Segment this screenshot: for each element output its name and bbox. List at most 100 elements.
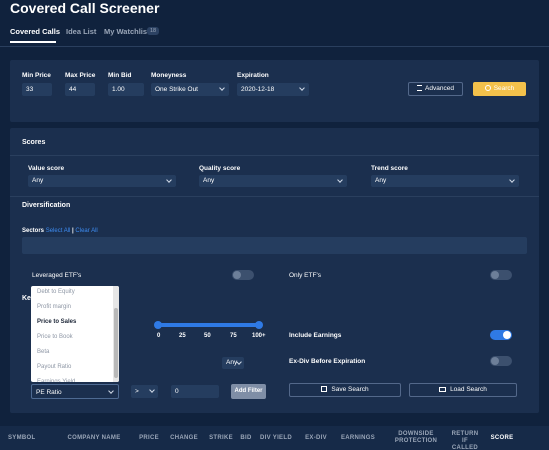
slider-handle[interactable]	[255, 321, 263, 329]
link[interactable]: Clear All	[75, 228, 98, 234]
advanced-button[interactable]: Advanced	[408, 82, 463, 96]
chevron	[219, 85, 225, 91]
select-value: Any	[32, 177, 44, 184]
toggle[interactable]	[232, 270, 254, 280]
page-title: Covered Call Screener	[10, 0, 160, 16]
column-header[interactable]: EX-DIV	[305, 435, 327, 441]
column-header[interactable]: SYMBOL	[8, 435, 36, 441]
field-label: Expiration	[237, 72, 269, 79]
slider-label: 25	[179, 333, 186, 339]
select-value: 2020-12-18	[241, 86, 275, 93]
slider-track	[158, 323, 259, 327]
field-label: Value score	[28, 165, 65, 172]
divider	[0, 46, 549, 47]
operator-select[interactable]: >	[131, 385, 158, 398]
select[interactable]: Any	[28, 175, 176, 187]
column-header[interactable]: DIV YIELD	[260, 435, 292, 441]
tab[interactable]: Covered Calls	[10, 27, 61, 36]
field-label: Max Price	[65, 72, 96, 79]
button-label: Search	[493, 85, 515, 92]
toggle-label: Ex-Div Before Expiration	[289, 358, 366, 365]
dropdown-item[interactable]: Profit margin	[37, 304, 72, 310]
select[interactable]: 2020-12-18	[237, 83, 309, 96]
sectors-row: Sectors Select All | Clear All	[22, 228, 98, 234]
chevron	[299, 85, 305, 91]
toggle-label: Leveraged ETF's	[32, 272, 82, 279]
link[interactable]: Select All	[45, 228, 71, 234]
select-value: Any	[226, 359, 238, 366]
toggle-knob	[491, 271, 499, 279]
section-title: Scores	[22, 139, 46, 146]
load-search-button[interactable]: Load Search	[409, 383, 517, 397]
toggle[interactable]	[490, 270, 512, 280]
select-value: Any	[203, 177, 215, 184]
column-header[interactable]: DOWNSIDE PROTECTION	[394, 431, 438, 444]
select-value: Any	[375, 177, 387, 184]
select-value: PE Ratio	[36, 389, 62, 396]
text-input[interactable]: 44	[65, 83, 95, 96]
column-header[interactable]: CHANGE	[170, 435, 198, 441]
toggle[interactable]	[490, 356, 512, 366]
field-label: Sectors	[22, 228, 45, 234]
add-filter-button[interactable]: Add Filter	[231, 384, 266, 399]
section-title: Diversification	[22, 202, 71, 209]
tab-badge: 18	[147, 27, 160, 35]
separator: |	[72, 228, 74, 234]
field-label: Min Bid	[108, 72, 132, 79]
column-header[interactable]: EARNINGS	[340, 435, 376, 441]
tab[interactable]: Idea List	[66, 27, 97, 36]
sector-input[interactable]	[22, 237, 527, 254]
value-input[interactable]: 0	[171, 385, 219, 398]
field-label: Min Price	[22, 72, 51, 79]
dropdown-item[interactable]: Price to Sales	[37, 319, 77, 325]
field-label: Moneyness	[151, 72, 187, 79]
field-label: Quality score	[199, 165, 241, 172]
select[interactable]: Any	[199, 175, 347, 187]
icon	[484, 85, 491, 92]
chevron	[108, 388, 114, 394]
tab-underline	[10, 41, 56, 43]
button-label: Load Search	[450, 386, 487, 393]
button-label: Advanced	[425, 85, 454, 92]
text-input[interactable]: 1.00	[108, 83, 144, 96]
tab[interactable]: My Watchlist	[104, 27, 150, 36]
column-header[interactable]: COMPANY NAME	[67, 435, 121, 441]
slider-handle[interactable]	[154, 321, 162, 329]
dropdown-item[interactable]: Debt to Equity	[37, 289, 75, 295]
dropdown-item[interactable]: Beta	[37, 349, 50, 355]
column-header[interactable]: RETURN IF CALLED	[451, 431, 479, 450]
column-header[interactable]: BID	[240, 435, 252, 441]
search-button[interactable]: Search	[473, 82, 526, 96]
divider	[10, 155, 539, 156]
dropdown-item[interactable]: Payout Ratio	[37, 364, 72, 370]
metric-select[interactable]: PE Ratio	[31, 384, 119, 399]
toggle-knob	[491, 357, 499, 365]
column-header[interactable]: SCORE	[490, 435, 514, 441]
field-label: Trend score	[371, 165, 408, 172]
chevron	[509, 177, 515, 183]
select-value: One Strike Out	[155, 86, 198, 93]
select-value: >	[135, 388, 139, 395]
save-search-button[interactable]: Save Search	[289, 383, 401, 397]
icon	[417, 85, 423, 92]
text-input[interactable]: 33	[22, 83, 52, 96]
table-header	[0, 426, 549, 450]
column-header[interactable]: PRICE	[139, 435, 159, 441]
chevron	[149, 387, 155, 393]
toggle[interactable]	[490, 330, 512, 340]
dropdown-item[interactable]: Price to Book	[37, 334, 73, 340]
slider-label: 0	[157, 333, 161, 339]
toggle-label: Only ETF's	[289, 272, 321, 279]
chevron	[337, 177, 343, 183]
button-label: Save Search	[331, 386, 369, 393]
icon	[439, 386, 447, 392]
section-title: Key	[22, 295, 35, 302]
select[interactable]: One Strike Out	[151, 83, 229, 96]
column-header[interactable]: STRIKE	[209, 435, 233, 441]
slider-label: 75	[230, 333, 237, 339]
select[interactable]: Any	[371, 175, 519, 187]
slider-label: 100+	[252, 333, 266, 339]
select[interactable]: Any	[222, 357, 244, 369]
divider	[10, 196, 539, 197]
dropdown-item[interactable]: Earnings Yield	[37, 379, 76, 382]
